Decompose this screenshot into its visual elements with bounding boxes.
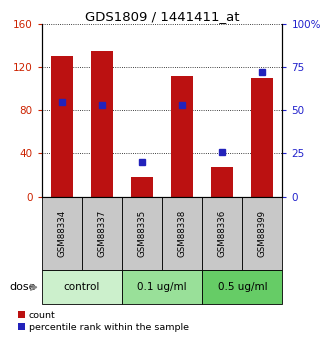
Text: GSM88338: GSM88338 bbox=[178, 210, 187, 257]
Text: control: control bbox=[64, 282, 100, 292]
Bar bbox=[202, 197, 242, 270]
Bar bbox=[82, 197, 122, 270]
Bar bbox=[251, 78, 273, 197]
Bar bbox=[122, 270, 202, 304]
Bar bbox=[202, 270, 282, 304]
Text: dose: dose bbox=[9, 282, 36, 292]
Bar bbox=[211, 167, 233, 197]
Bar bbox=[242, 197, 282, 270]
Bar bbox=[162, 197, 202, 270]
Bar bbox=[42, 270, 122, 304]
Bar bbox=[42, 197, 82, 270]
Text: GSM88337: GSM88337 bbox=[97, 210, 107, 257]
Text: GSM88399: GSM88399 bbox=[258, 210, 267, 257]
Text: 0.5 ug/ml: 0.5 ug/ml bbox=[218, 282, 267, 292]
Bar bbox=[171, 76, 193, 197]
Bar bbox=[122, 197, 162, 270]
Text: GSM88336: GSM88336 bbox=[218, 210, 227, 257]
Text: 0.1 ug/ml: 0.1 ug/ml bbox=[137, 282, 187, 292]
Bar bbox=[51, 57, 73, 197]
Title: GDS1809 / 1441411_at: GDS1809 / 1441411_at bbox=[85, 10, 239, 23]
Text: GSM88335: GSM88335 bbox=[137, 210, 147, 257]
Text: GSM88334: GSM88334 bbox=[57, 210, 66, 257]
Legend: count, percentile rank within the sample: count, percentile rank within the sample bbox=[18, 311, 189, 332]
Bar bbox=[131, 177, 153, 197]
Bar bbox=[91, 51, 113, 197]
